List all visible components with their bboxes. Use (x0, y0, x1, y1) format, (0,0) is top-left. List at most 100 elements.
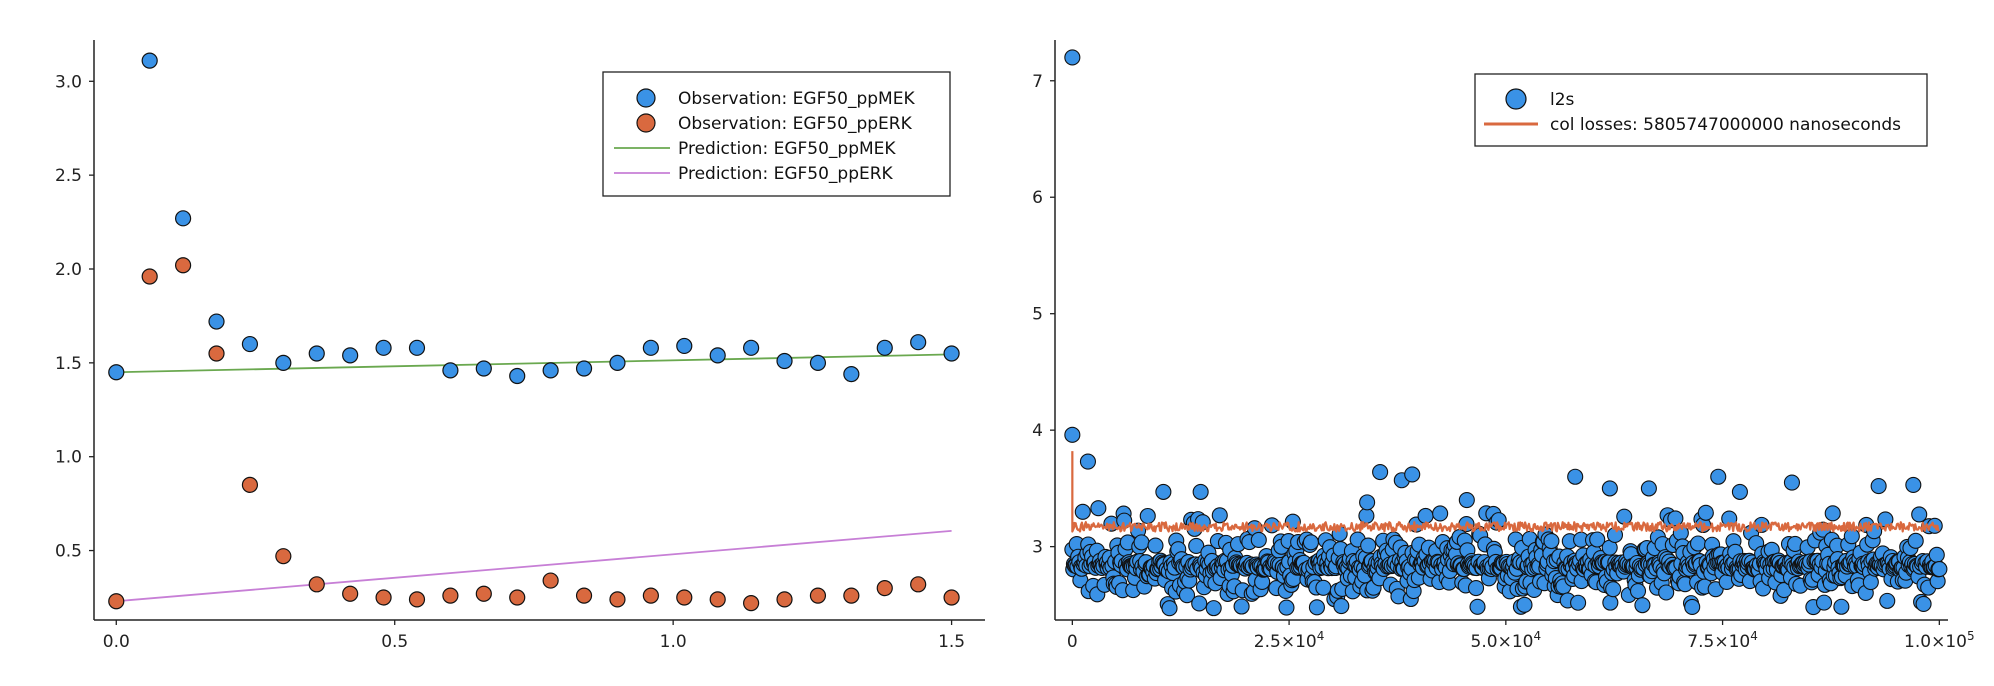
l2s-point (1302, 534, 1319, 551)
l2s-outlier-point (1458, 491, 1475, 509)
left-x-tick-label: 1.0 (660, 632, 687, 652)
legend-label-col-losses: col losses: 5805747000000 nanoseconds (1550, 115, 1901, 135)
l2s-point (1147, 537, 1164, 554)
left-x-tick-label: 1.5 (938, 632, 965, 652)
legend-label-pred-ppmek: Prediction: EGF50_ppMEK (678, 139, 896, 159)
right-l2s-points (1064, 49, 1948, 617)
l2s-outlier-point (1359, 494, 1376, 511)
prediction-line-3 (116, 529, 952, 603)
observation-point-1 (575, 587, 593, 604)
observation-point-0 (108, 364, 125, 381)
l2s-point (1928, 546, 1945, 563)
l2s-outlier-point (1640, 480, 1657, 497)
l2s-point (1074, 503, 1091, 520)
l2s-outlier-point (1372, 464, 1389, 481)
observation-point-0 (375, 339, 392, 356)
l2s-point (1931, 561, 1948, 578)
l2s-outlier-point (1870, 478, 1887, 495)
left-y-tick-label: 3.0 (55, 72, 82, 92)
l2s-point (1907, 532, 1924, 549)
observation-point-1 (809, 587, 827, 604)
l2s-point (1308, 599, 1325, 616)
l2s-outlier-point (1710, 468, 1727, 485)
observation-point-0 (208, 313, 225, 330)
observation-point-1 (342, 585, 359, 602)
l2s-point (1667, 510, 1684, 527)
observation-point-0 (910, 334, 927, 351)
left-x-ticks: 0.0 0.5 1.0 1.5 (103, 620, 965, 652)
observation-point-0 (408, 339, 426, 356)
right-y-tick-label: 6 (1032, 188, 1043, 208)
l2s-outlier-point (1601, 480, 1618, 497)
left-legend-box (602, 71, 951, 197)
l2s-point (1161, 600, 1178, 617)
l2s-point (1543, 532, 1560, 550)
observation-point-1 (175, 257, 192, 274)
observation-point-0 (542, 362, 559, 379)
left-y-tick-label: 0.5 (55, 542, 82, 562)
observation-point-1 (141, 268, 158, 285)
l2s-outlier-point (1731, 483, 1748, 500)
l2s-outlier-point (1064, 49, 1081, 66)
l2s-point (1815, 594, 1833, 611)
legend-marker-l2s (1505, 88, 1527, 110)
chart-right: 3 4 5 6 7 0 2.5×104 5.0×104 7.5×104 1.0×105 l2s … (1032, 40, 1975, 652)
legend-marker-obs-ppmek (636, 88, 656, 108)
l2s-point (1133, 534, 1150, 551)
legend-label-obs-pperk: Observation: EGF50_ppERK (678, 114, 913, 134)
observation-point-0 (676, 337, 693, 355)
l2s-point (1634, 597, 1651, 614)
l2s-point (1629, 583, 1647, 600)
right-legend: l2s col losses: 5805747000000 nanosecond… (1474, 73, 1928, 147)
observation-point-0 (241, 335, 259, 353)
col-losses-line (1071, 451, 1940, 533)
left-observation-points (108, 52, 960, 612)
right-x-tick-label: 5.0×104 (1471, 629, 1542, 652)
l2s-point (1432, 505, 1449, 522)
l2s-point (1188, 537, 1205, 555)
observation-point-0 (175, 210, 192, 227)
l2s-outlier-point (1567, 468, 1584, 485)
observation-point-0 (342, 347, 359, 364)
l2s-point (1333, 597, 1350, 615)
l2s-point (1139, 507, 1156, 525)
observation-point-1 (943, 589, 960, 606)
observation-point-1 (241, 476, 259, 493)
observation-point-0 (141, 52, 158, 69)
l2s-outlier-point (1090, 500, 1107, 517)
l2s-point (1360, 537, 1377, 554)
l2s-point (1250, 531, 1267, 549)
observation-point-0 (275, 354, 292, 371)
left-x-tick-label: 0.0 (103, 632, 130, 652)
right-x-tick-label: 1.0×105 (1904, 629, 1975, 652)
observation-point-1 (910, 576, 927, 593)
l2s-outlier-point (1783, 474, 1800, 491)
l2s-outlier-point (1064, 426, 1081, 443)
l2s-point (1516, 596, 1533, 613)
l2s-outlier-point (1079, 453, 1096, 470)
observation-point-0 (809, 354, 827, 371)
observation-point-1 (642, 587, 659, 604)
l2s-outlier-point (1155, 483, 1172, 500)
observation-point-1 (475, 585, 492, 602)
legend-label-pred-pperk: Prediction: EGF50_ppERK (678, 164, 894, 184)
observation-point-0 (709, 347, 726, 364)
right-col-losses-line (1071, 451, 1940, 533)
l2s-point (1658, 584, 1675, 601)
observation-point-1 (876, 579, 893, 597)
observation-point-1 (709, 591, 726, 608)
observation-point-1 (208, 345, 225, 362)
right-y-tick-label: 5 (1032, 305, 1043, 325)
right-y-tick-label: 7 (1032, 72, 1043, 92)
l2s-outlier-point (1404, 466, 1421, 483)
right-x-tick-label: 7.5×104 (1687, 629, 1758, 652)
observation-point-0 (509, 367, 526, 385)
observation-point-0 (843, 366, 860, 383)
l2s-point (1879, 592, 1896, 609)
right-x-tick-label: 2.5×104 (1254, 629, 1325, 652)
observation-point-0 (642, 339, 659, 356)
l2s-point (1605, 581, 1622, 598)
observation-point-1 (676, 589, 693, 606)
l2s-point (1315, 579, 1332, 596)
